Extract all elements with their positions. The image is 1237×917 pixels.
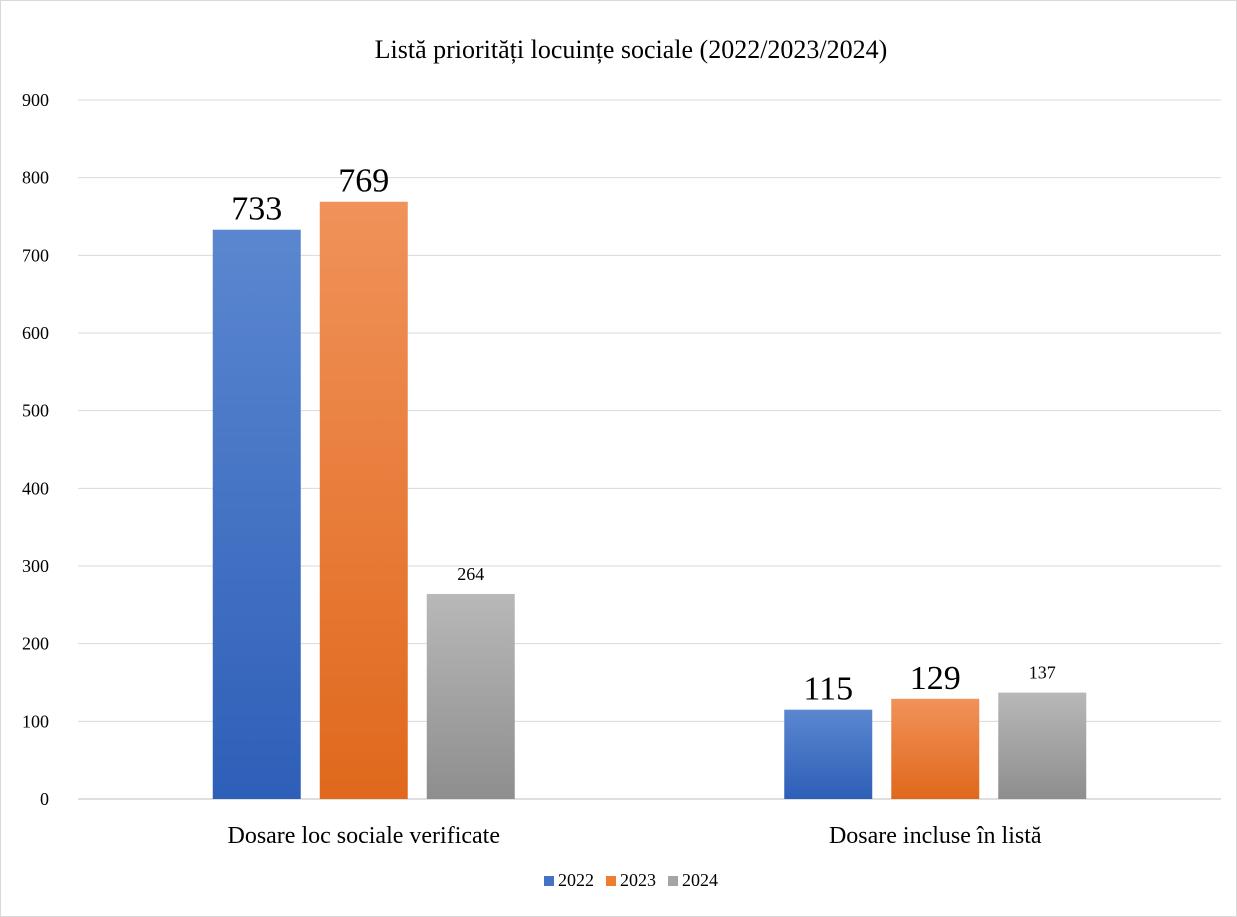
bar-2024-0 [426, 593, 515, 799]
bar-2024-1 [998, 692, 1087, 799]
y-tick-label: 400 [22, 478, 49, 498]
legend-item-2022: 2022 [544, 870, 594, 890]
bar-2023-0 [319, 201, 408, 799]
data-label: 129 [910, 660, 961, 697]
legend-label: 2024 [682, 870, 718, 890]
y-axis-tick-labels: 0 100 200 300 400 500 600 700 800 900 [22, 90, 49, 809]
y-tick-label: 500 [22, 401, 49, 421]
data-label: 733 [231, 191, 282, 228]
y-tick-label: 300 [22, 556, 49, 576]
legend-item-2024: 2024 [668, 870, 718, 890]
legend-label: 2023 [620, 870, 656, 890]
data-labels: 733 769 264 115 129 137 [231, 163, 1056, 708]
legend-swatch [544, 876, 554, 886]
bar-2023-1 [891, 698, 980, 799]
x-axis-category-labels: Dosare loc sociale verificate Dosare incl… [227, 823, 1041, 849]
legend-swatch [668, 876, 678, 886]
category-label: Dosare loc sociale verificate [227, 823, 500, 849]
legend-item-2023: 2023 [606, 870, 656, 890]
y-tick-label: 0 [40, 789, 49, 809]
data-label: 264 [457, 564, 484, 584]
y-tick-label: 100 [22, 711, 49, 731]
y-tick-label: 200 [22, 634, 49, 654]
legend-label: 2022 [558, 870, 594, 890]
bar-2022-0 [212, 229, 301, 799]
legend-swatch [606, 876, 616, 886]
y-tick-label: 600 [22, 323, 49, 343]
data-label: 115 [803, 671, 853, 708]
category-label: Dosare incluse în listă [829, 823, 1042, 849]
y-tick-label: 800 [22, 168, 49, 188]
y-tick-label: 900 [22, 90, 49, 110]
bars [212, 201, 1087, 799]
data-label: 137 [1029, 663, 1056, 683]
y-tick-label: 700 [22, 245, 49, 265]
chart-title: Listă priorități locuințe sociale (2022/… [375, 35, 888, 64]
bar-2022-1 [784, 709, 873, 799]
data-label: 769 [338, 163, 389, 200]
legend: 2022 2023 2024 [544, 870, 718, 890]
